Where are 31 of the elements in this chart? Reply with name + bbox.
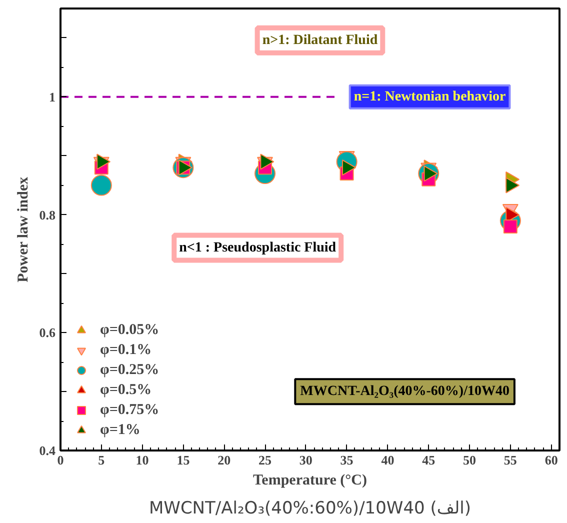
- y-tick-label: 1: [49, 89, 56, 104]
- point: [90, 174, 112, 196]
- y-tick-label: 0.4: [39, 443, 56, 458]
- x-tick-label: 50: [463, 452, 476, 468]
- x-tick-label: 45: [422, 452, 436, 468]
- x-axis-title: Temperature (°C): [253, 472, 367, 488]
- legend-label: φ=0.25%: [100, 362, 160, 378]
- legend-label: φ=0.75%: [100, 402, 160, 418]
- legend-label: φ=0.5%: [100, 382, 152, 398]
- ref-line-label: n=1: Newtonian behavior: [354, 89, 506, 104]
- x-tick-label: 35: [340, 452, 354, 468]
- legend-label: φ=0.1%: [100, 342, 152, 358]
- annotation: n<1 : Pseudosplastic Fluid: [179, 240, 336, 256]
- x-tick-label: 0: [57, 452, 64, 468]
- legend-label: φ=1%: [100, 422, 140, 438]
- x-tick-label: 5: [98, 452, 106, 468]
- x-tick-label: 55: [504, 452, 518, 468]
- x-tick-label: 25: [258, 452, 272, 468]
- y-tick-label: 0.6: [39, 325, 56, 340]
- x-tick-label: 20: [218, 452, 231, 468]
- annotation: n>1: Dilatant Fluid: [262, 32, 378, 48]
- x-tick-label: 10: [136, 452, 149, 468]
- y-tick-label: 0.8: [39, 207, 56, 222]
- legend-label: φ=0.05%: [100, 322, 160, 338]
- x-tick-label: 60: [544, 452, 558, 468]
- x-tick-label: 30: [299, 452, 312, 468]
- x-tick-label: 40: [381, 452, 394, 468]
- y-axis-title: Power law index: [15, 176, 32, 282]
- annotation: MWCNT-Al₂O₃(40%-60%)/10W40: [300, 384, 510, 400]
- x-tick-label: 15: [176, 452, 190, 468]
- text: MWCNT/Al₂O₃(40%:60%)/10W40 (الف): [148, 498, 472, 518]
